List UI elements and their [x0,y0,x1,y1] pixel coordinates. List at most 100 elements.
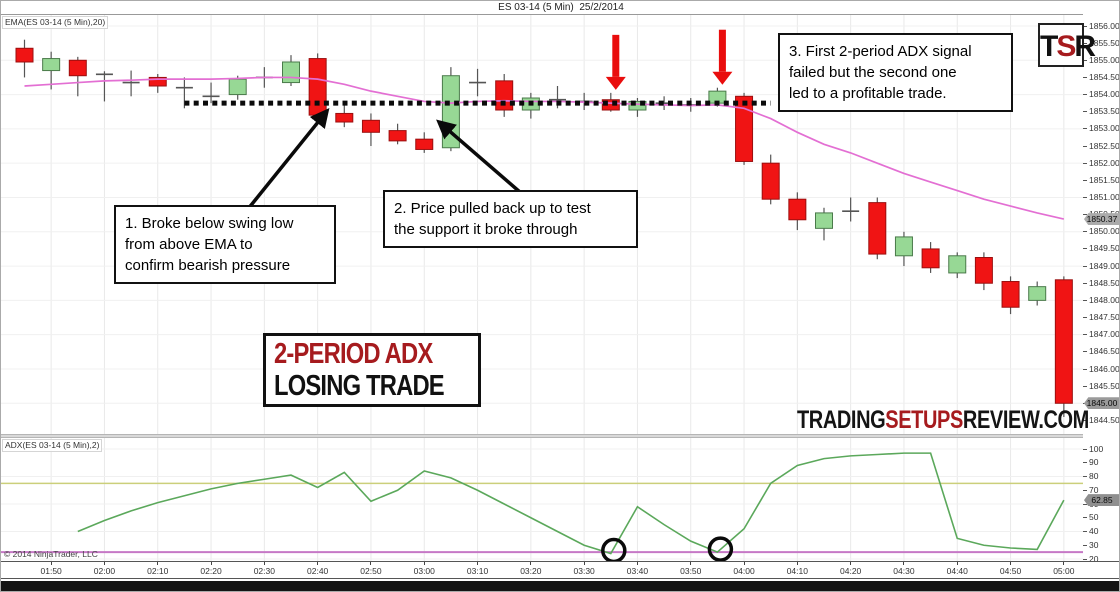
adx-tick-mark [1083,489,1087,491]
price-tick-label: 1851.50 [1089,174,1120,185]
time-tick-mark [210,562,212,565]
time-tick-label: 04:10 [786,566,808,576]
time-tick-mark [690,562,692,565]
price-tick-mark [1083,334,1087,336]
price-tick-mark [1083,317,1087,319]
candle [788,192,807,231]
adx-tick-mark [1083,476,1087,477]
time-tick-mark [1063,562,1065,565]
price-tick-label: 1854.50 [1089,71,1120,82]
time-tick-mark [796,562,798,565]
price-tick-mark [1083,145,1087,147]
adx-tick-mark [1083,462,1087,464]
candle [521,92,540,119]
candle [308,53,327,119]
time-tick-mark [157,562,159,565]
adx-tick-label: 80 [1089,471,1099,481]
annotation-box-1: 1. Broke below swing low from above EMA … [114,205,336,284]
adx-line [77,452,1065,555]
candle [148,73,167,93]
time-tick-label: 03:50 [680,566,702,576]
candle [415,132,434,153]
adx-indicator-canvas[interactable] [1,438,1083,561]
candle [95,71,113,102]
time-tick-mark [370,562,372,565]
time-tick-mark [583,562,585,565]
candle [921,242,940,273]
time-tick-label: 04:20 [840,566,862,576]
time-tick-label: 02:00 [93,566,116,576]
price-tick-label: 1852.50 [1089,140,1120,151]
price-tick-label: 1855.00 [1089,54,1120,65]
price-tick-mark [1083,179,1087,181]
panel-splitter[interactable] [1,434,1119,438]
candle [202,82,220,104]
price-tick-label: 1851.00 [1089,192,1120,202]
adx-tick-mark [1083,544,1087,546]
time-tick-label: 01:50 [40,566,62,576]
time-tick-mark [477,562,479,565]
annotation-arrow-1 [246,108,330,211]
time-tick-label: 02:50 [360,566,382,576]
logo-letter-t: T [1040,30,1058,63]
logo-letter-r: R [1074,30,1096,63]
adx-tick-label: 50 [1089,512,1099,523]
price-tick-mark [1083,197,1087,198]
adx-tick-label: 70 [1089,484,1099,495]
time-tick-label: 04:40 [946,566,968,576]
time-axis[interactable]: 01:50 02:00 02:10 02:20 02:30 02:40 02:50 03:00… [1,561,1119,579]
candle [388,123,407,145]
adx-tick-label: 90 [1089,457,1099,468]
time-tick-mark [530,562,532,565]
price-tick-label: 1853.00 [1089,123,1120,134]
adx-tick-mark [1083,558,1087,560]
price-tick-label: 1849.00 [1089,260,1120,271]
ema-line [24,76,1065,220]
price-tick-mark [1083,248,1087,250]
time-tick-label: 04:30 [893,566,915,576]
price-tick-mark [1083,231,1087,233]
candle [282,55,300,87]
price-tick-mark [1083,59,1087,61]
candle [68,56,87,97]
time-tick-label: 02:10 [147,566,169,576]
price-tick-mark [1083,25,1087,27]
price-tick-mark [1083,351,1087,353]
price-axis[interactable]: 1850.37 1845.00 62.85 1856.00 1855.50 1855… [1083,1,1120,581]
ema-indicator-label: EMA(ES 03-14 (5 Min),20) [2,16,109,29]
adx-tick-label: 30 [1089,539,1099,550]
price-tick-mark [1083,94,1087,96]
price-tick-label: 1854.00 [1089,89,1120,100]
price-tick-label: 1848.00 [1089,294,1120,305]
candle [842,197,860,222]
candle [815,207,833,241]
time-tick-mark [903,562,905,565]
price-tick-label: 1845.50 [1089,380,1120,391]
candle [974,252,993,291]
candle [1028,281,1047,306]
price-tick-label: 1846.50 [1089,346,1120,357]
price-tick-mark [1083,282,1087,284]
price-tick-label: 1856.00 [1089,20,1120,31]
annotation-box-2: 2. Price pulled back up to test the supp… [383,190,638,248]
candle [868,197,887,260]
candle [495,73,514,117]
adx-tick-label: 20 [1089,553,1099,564]
price-tick-label: 1847.00 [1089,329,1120,340]
adx-tick-label: 100 [1089,443,1104,454]
adx-tick-mark [1083,531,1087,532]
price-tick-mark [1083,128,1087,130]
time-tick-label: 03:40 [626,566,649,576]
candle [761,154,780,205]
bottom-bar [1,581,1119,591]
price-tick-mark [1083,42,1087,44]
candle [122,70,140,97]
adx-tick-mark [1083,448,1087,450]
signal-down-arrow-icon [712,29,733,85]
price-tick-mark [1083,299,1087,301]
price-tick-label: 1852.00 [1089,157,1120,168]
price-tick-mark [1083,76,1087,78]
adx-tick-mark [1083,503,1087,505]
time-tick-mark [423,562,425,565]
price-tick-label: 1850.00 [1089,226,1120,237]
